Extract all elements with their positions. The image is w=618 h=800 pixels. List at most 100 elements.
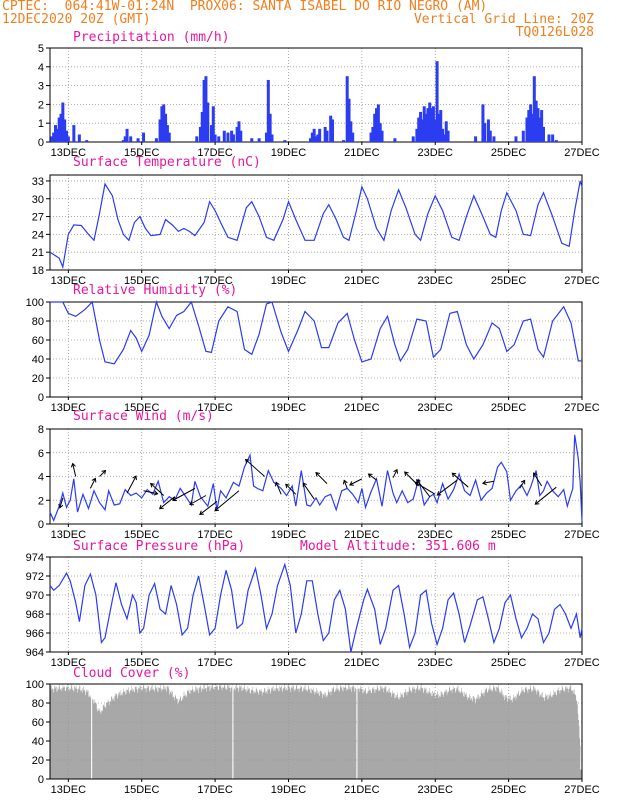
precip-bar [54, 125, 58, 142]
precip-bar [525, 117, 529, 142]
x-tick-label: 19DEC [271, 147, 307, 159]
x-tick-label: 13DEC [51, 147, 87, 159]
y-tick-label: 18 [32, 265, 44, 277]
precip-bar [52, 132, 56, 142]
y-tick-label: 5 [38, 43, 44, 55]
precip-bar [430, 108, 434, 142]
wind-vector [285, 483, 297, 495]
precip-bar [195, 136, 199, 142]
precip-bar [308, 138, 312, 142]
precip-bar [162, 104, 166, 142]
x-tick-label: 25DEC [491, 784, 527, 796]
wind-arrowhead [481, 480, 487, 486]
y-tick-label: 24 [32, 229, 44, 241]
x-tick-label: 27DEC [564, 275, 600, 287]
precip-bar [257, 138, 261, 142]
precip-bar [129, 136, 133, 142]
y-tick-label: 80 [32, 316, 44, 328]
station-header: CPTEC: 064:41W-01:24N PROX06: SANTA ISAB… [2, 0, 488, 14]
x-tick-label: 19DEC [271, 402, 307, 414]
precip-bar [380, 130, 384, 142]
y-tick-label: 6 [38, 448, 44, 460]
wind-vector [349, 478, 363, 486]
precip-bar [376, 104, 380, 142]
x-tick-label: 13DEC [51, 657, 87, 669]
plot-frame [49, 174, 583, 271]
x-tick-label: 13DEC [51, 529, 87, 541]
precip-bar [231, 134, 235, 142]
x-tick-label: 23DEC [418, 402, 454, 414]
precip-bar [547, 134, 551, 142]
x-tick-label: 17DEC [197, 657, 233, 669]
precip-bar [325, 130, 329, 142]
wind-arrowhead [451, 472, 457, 478]
x-tick-label: 23DEC [418, 657, 454, 669]
precip-bar [486, 119, 490, 142]
x-tick-label: 13DEC [51, 402, 87, 414]
series-line [49, 562, 583, 653]
x-tick-label: 23DEC [418, 529, 454, 541]
wind-vector [214, 490, 240, 512]
precip-bar [446, 130, 450, 142]
precip-bar [55, 128, 59, 142]
wind-vector [343, 480, 348, 489]
precip-bar [165, 125, 169, 142]
precip-bar [222, 130, 226, 142]
x-tick-label: 15DEC [124, 147, 160, 159]
y-tick-label: 974 [26, 552, 44, 564]
plot-frame [49, 683, 583, 780]
wind-vector [302, 482, 315, 500]
wind-vector [99, 470, 106, 477]
precip-bar [351, 132, 355, 142]
wind-arrowhead [101, 469, 107, 475]
precip-bar [420, 119, 424, 142]
wind-vector [59, 497, 64, 509]
wind-arrowhead [393, 468, 398, 474]
precip-bar [441, 128, 445, 142]
panel-4: Surface Wind (m/s) 0 2 4 6 8 13DEC 15DEC 17DEC 19… [38, 409, 600, 541]
y-tick-label: 2 [38, 99, 44, 111]
precip-bar [206, 102, 210, 142]
precip-bar [50, 136, 54, 142]
precip-bar [329, 115, 333, 142]
wind-vector [172, 487, 196, 501]
precip-bar [411, 136, 415, 142]
precip-bar [66, 136, 70, 142]
x-tick-label: 15DEC [124, 784, 160, 796]
y-tick-label: 968 [26, 609, 44, 621]
x-tick-label: 23DEC [418, 147, 454, 159]
precip-bar [534, 100, 538, 142]
grid-line-note: Vertical Grid Line: 20Z [413, 12, 594, 27]
precip-bar [160, 106, 164, 142]
precip-bar [59, 113, 63, 142]
wind-arrowhead [91, 477, 97, 483]
wind-vector [72, 463, 77, 477]
wind-vector [315, 472, 328, 484]
x-tick-label: 21DEC [344, 147, 380, 159]
wind-vector [150, 483, 165, 496]
precip-bar [540, 110, 544, 142]
wind-vector [245, 459, 265, 477]
precip-bar [230, 130, 234, 142]
wind-arrowhead [132, 475, 137, 481]
precip-bar [250, 138, 254, 142]
panel-3: Relative Humidity (%) 0 20 40 60 80 100 13DEC 15… [26, 283, 600, 414]
precip-bar [417, 117, 421, 142]
precip-bar [85, 140, 89, 142]
precip-bar [268, 113, 272, 142]
precip-bar [237, 121, 241, 142]
x-tick-label: 15DEC [124, 402, 160, 414]
series-line [49, 434, 583, 522]
precip-bar [369, 132, 373, 142]
wind-arrowhead [189, 500, 194, 506]
wind-vector [482, 480, 495, 484]
wind-arrowhead [70, 462, 76, 468]
x-tick-label: 19DEC [271, 529, 307, 541]
precip-bar [541, 126, 545, 142]
y-tick-label: 2 [38, 495, 44, 507]
panel-6: Cloud Cover (%) 0 20 40 60 80 100 13DEC 15DEC 17D… [26, 666, 600, 796]
precip-bar [270, 134, 274, 142]
wind-vector [451, 472, 469, 488]
y-tick-label: 60 [32, 335, 44, 347]
panel-title: Relative Humidity (%) [73, 283, 237, 298]
